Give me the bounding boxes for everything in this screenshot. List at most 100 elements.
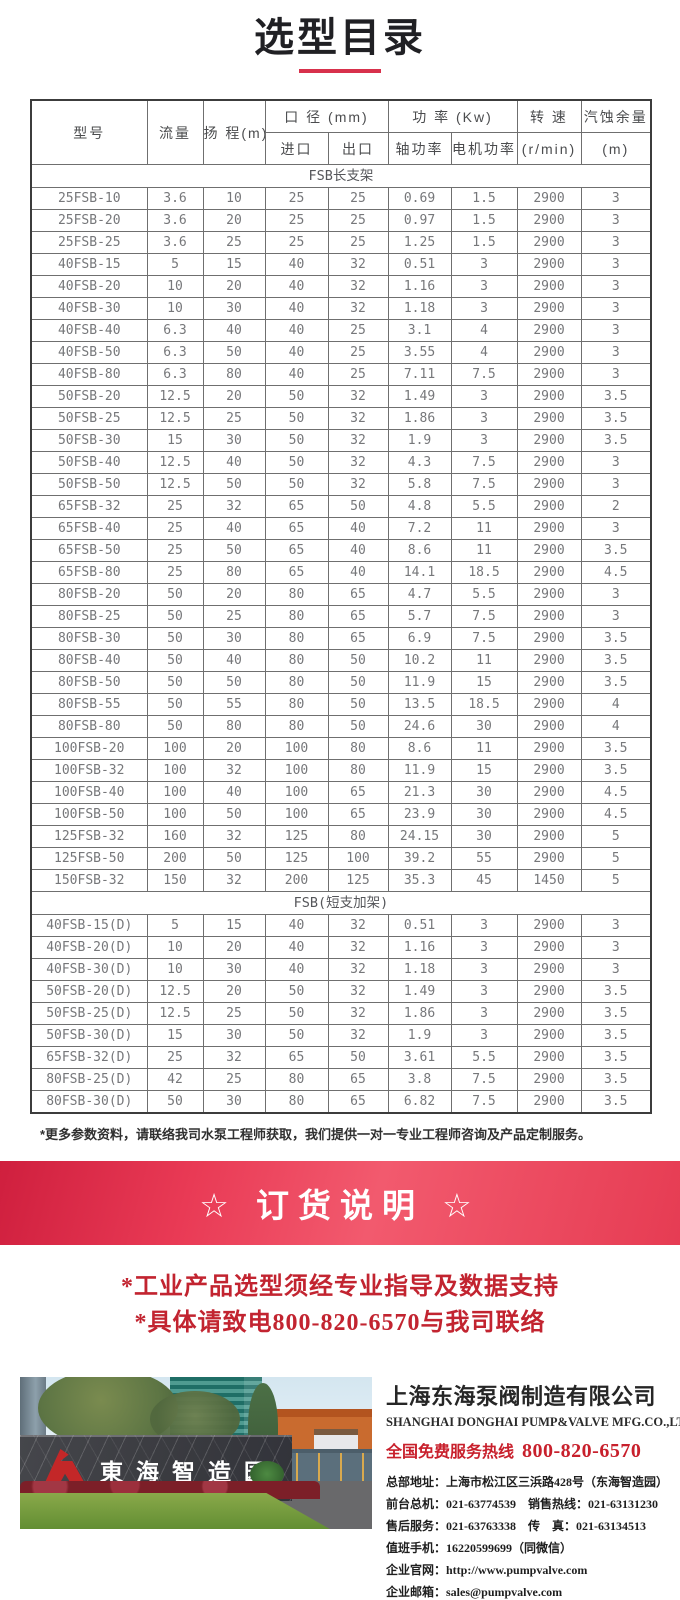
- table-cell: 7.5: [450, 605, 518, 628]
- hotline-label: 全国免费服务热线: [386, 1444, 515, 1461]
- table-cell: 32: [202, 495, 266, 518]
- table-cell: 10.2: [387, 649, 452, 672]
- table-cell: 11.9: [387, 671, 452, 694]
- table-cell: 50: [327, 649, 389, 672]
- table-cell: 50: [146, 671, 204, 694]
- table-cell: 2900: [516, 958, 582, 981]
- table-cell: 100FSB-32: [30, 759, 148, 782]
- table-row: 80FSB-50 50 50 80 50 11.9 15 2900 3.5: [30, 671, 652, 694]
- table-cell: 30: [450, 825, 518, 848]
- table-cell: 32: [327, 451, 389, 474]
- company-detail-line: 企业官网：http://www.pumpvalve.com: [386, 1563, 588, 1577]
- table-cell: 40FSB-15(D): [30, 914, 148, 937]
- table-cell: 12.5: [146, 980, 204, 1003]
- table-cell: 65: [327, 1068, 389, 1091]
- table-cell: 30: [202, 627, 266, 650]
- table-cell: 3.61: [387, 1046, 452, 1069]
- table-cell: 3.5: [580, 627, 652, 650]
- table-cell: 45: [450, 869, 518, 892]
- table-cell: 3: [450, 275, 518, 298]
- company-info: 上海东海泵阀制造有限公司 SHANGHAI DONGHAI PUMP&VALVE…: [386, 1377, 680, 1600]
- table-cell: 3: [580, 451, 652, 474]
- table-cell: 80: [327, 759, 389, 782]
- table-cell: 24.6: [387, 715, 452, 738]
- table-row: 125FSB-50 200 50 125 100 39.2 55 2900 5: [30, 847, 652, 870]
- table-cell: 100FSB-40: [30, 781, 148, 804]
- table-row: 80FSB-80 50 80 80 50 24.6 30 2900 4: [30, 715, 652, 738]
- table-cell: 5: [580, 869, 652, 892]
- table-cell: 40: [202, 319, 266, 342]
- table-cell: 50: [146, 583, 204, 606]
- table-cell: 65: [327, 803, 389, 826]
- spec-table-wrap: 型号 流量 扬 程(m) 口 径 (mm) 功 率 (Kw) 转 速 汽蚀余量 …: [30, 99, 652, 1114]
- table-cell: 3: [450, 407, 518, 430]
- table-section-label: FSB(短支加架): [30, 891, 652, 915]
- col-header-power: 功 率 (Kw): [387, 99, 518, 133]
- table-cell: 1.18: [387, 297, 452, 320]
- table-cell: 20: [202, 209, 266, 232]
- table-cell: 6.3: [146, 319, 204, 342]
- table-cell: 3.5: [580, 539, 652, 562]
- table-cell: 2900: [516, 561, 582, 584]
- spec-table-body: FSB长支架 25FSB-10 3.6 10 25 25 0.69 1.5 2900 3 25FSB…: [30, 164, 652, 1114]
- table-cell: 5: [580, 825, 652, 848]
- table-cell: 80: [202, 715, 266, 738]
- table-cell: 50: [202, 539, 266, 562]
- table-cell: 65FSB-32: [30, 495, 148, 518]
- table-cell: 3.1: [387, 319, 452, 342]
- table-cell: 65FSB-40: [30, 517, 148, 540]
- table-cell: 2900: [516, 803, 582, 826]
- table-row: 150FSB-32 150 32 200 125 35.3 45 1450 5: [30, 869, 652, 892]
- table-cell: 32: [202, 869, 266, 892]
- table-cell: 32: [327, 429, 389, 452]
- table-cell: 15: [450, 759, 518, 782]
- table-cell: 25: [202, 407, 266, 430]
- table-cell: 2900: [516, 1090, 582, 1114]
- table-cell: 3: [580, 209, 652, 232]
- table-cell: 50: [264, 429, 329, 452]
- table-row: 40FSB-80 6.3 80 40 25 7.11 7.5 2900 3: [30, 363, 652, 386]
- table-cell: 40FSB-80: [30, 363, 148, 386]
- table-cell: 30: [450, 803, 518, 826]
- table-row: 80FSB-55 50 55 80 50 13.5 18.5 2900 4: [30, 693, 652, 716]
- table-cell: 80: [264, 605, 329, 628]
- table-cell: 50FSB-30: [30, 429, 148, 452]
- table-cell: 25: [264, 209, 329, 232]
- table-cell: 32: [202, 759, 266, 782]
- table-cell: 25: [202, 231, 266, 254]
- table-cell: 5.8: [387, 473, 452, 496]
- table-cell: 30: [202, 1090, 266, 1114]
- table-cell: 10: [146, 958, 204, 981]
- table-cell: 3: [450, 385, 518, 408]
- table-cell: 55: [450, 847, 518, 870]
- table-cell: 30: [202, 1024, 266, 1047]
- table-cell: 39.2: [387, 847, 452, 870]
- table-cell: 3.5: [580, 649, 652, 672]
- table-cell: 50: [202, 671, 266, 694]
- table-row: 40FSB-30 10 30 40 32 1.18 3 2900 3: [30, 297, 652, 320]
- spec-table: 型号 流量 扬 程(m) 口 径 (mm) 功 率 (Kw) 转 速 汽蚀余量 …: [30, 99, 652, 1114]
- table-cell: 2900: [516, 407, 582, 430]
- table-cell: 80: [264, 1090, 329, 1114]
- table-cell: 18.5: [450, 561, 518, 584]
- table-cell: 15: [146, 429, 204, 452]
- table-cell: 3: [450, 980, 518, 1003]
- table-cell: 25: [264, 231, 329, 254]
- table-cell: 150FSB-32: [30, 869, 148, 892]
- table-cell: 80: [264, 583, 329, 606]
- table-cell: 50FSB-20: [30, 385, 148, 408]
- table-cell: 80FSB-80: [30, 715, 148, 738]
- table-cell: 80: [264, 671, 329, 694]
- table-cell: 80FSB-40: [30, 649, 148, 672]
- table-cell: 40: [327, 517, 389, 540]
- table-cell: 40: [327, 539, 389, 562]
- table-cell: 3: [580, 583, 652, 606]
- table-cell: 3.6: [146, 231, 204, 254]
- table-cell: 2900: [516, 473, 582, 496]
- table-cell: 65FSB-50: [30, 539, 148, 562]
- table-cell: 0.51: [387, 914, 452, 937]
- table-cell: 40: [202, 781, 266, 804]
- table-cell: 2900: [516, 319, 582, 342]
- table-cell: 2900: [516, 671, 582, 694]
